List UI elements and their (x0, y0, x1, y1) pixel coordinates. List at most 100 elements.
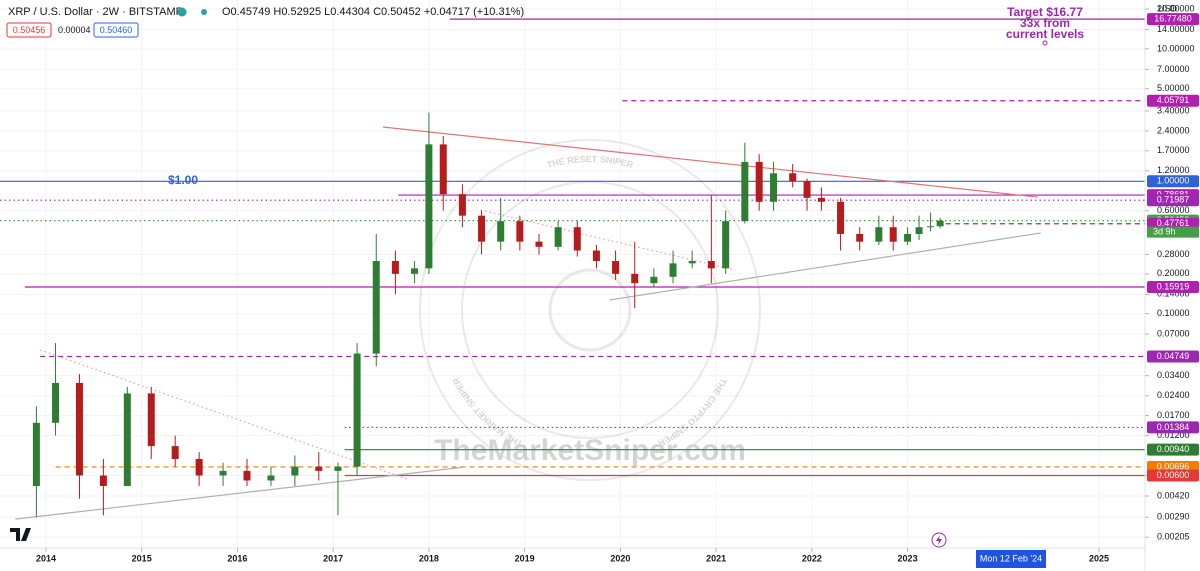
level-label: 4.05791 (1157, 95, 1190, 105)
candle-body (592, 250, 600, 262)
x-tick-label: 2019 (515, 553, 535, 563)
y-tick-label: 0.60000 (1157, 205, 1190, 215)
events-icon[interactable] (931, 532, 947, 548)
candle-body (722, 221, 730, 269)
candle-body (803, 181, 811, 198)
y-tick-label: 0.20000 (1157, 268, 1190, 278)
candle-body (770, 173, 778, 202)
candle-body (99, 475, 107, 486)
y-tick-label: 0.28000 (1157, 249, 1190, 259)
x-tick-label: 2025 (1089, 553, 1109, 563)
y-tick-label: 0.01700 (1157, 410, 1190, 420)
y-tick-label: 0.00205 (1157, 532, 1190, 542)
candle-body (171, 446, 179, 459)
candle-body (554, 227, 562, 247)
bid-box[interactable] (6, 22, 52, 38)
candle-body (315, 466, 323, 471)
level-label: 0.00696 (1157, 461, 1190, 471)
x-tick-label: 2014 (36, 553, 56, 563)
candle-body (927, 226, 935, 228)
trend-line (609, 232, 1041, 301)
target-text: 33x from (1020, 16, 1070, 30)
level-box (1147, 443, 1199, 456)
candle-body (837, 201, 845, 234)
level-box (1147, 94, 1199, 107)
candle-body (631, 273, 639, 284)
currency-label: USD (1158, 3, 1178, 13)
tv-logo (10, 528, 31, 541)
watermark-ring (548, 268, 632, 352)
trend-line (382, 126, 1038, 198)
grid (0, 0, 1145, 548)
candle-body (32, 422, 40, 486)
y-tick-label: 20.00000 (1157, 3, 1195, 13)
candle-body (411, 268, 419, 274)
level-box (1147, 421, 1199, 434)
target-text: Target $16.77 (1007, 5, 1083, 19)
y-tick-label: 3.40000 (1157, 105, 1190, 115)
level-label: 0.00940 (1157, 444, 1190, 454)
x-tick-label: 2018 (419, 553, 439, 563)
level-label: 0.04749 (1157, 351, 1190, 361)
ask-price[interactable]: 0.50460 (100, 25, 133, 35)
y-tick-label: 0.03400 (1157, 370, 1190, 380)
candle-body (688, 261, 696, 264)
y-tick-label: 0.14000 (1157, 289, 1190, 299)
y-tick-label: 0.00290 (1157, 512, 1190, 522)
level-label: 0.47761 (1157, 218, 1190, 228)
level-box (1147, 280, 1199, 293)
candle-body (243, 470, 251, 481)
watermark-ring (461, 181, 719, 439)
bid-price[interactable]: 0.50456 (13, 25, 46, 35)
candle-body (195, 458, 203, 476)
candle-body (75, 382, 83, 476)
level-box (1147, 350, 1199, 363)
x-tick-label: 2023 (898, 553, 918, 563)
level-label: 1.00000 (1157, 176, 1190, 186)
candle-body (936, 220, 944, 227)
target-annotation: Target $16.77 33x from current levels (1006, 5, 1084, 46)
status-icon (201, 9, 207, 15)
y-tick-label: 7.00000 (1157, 64, 1190, 74)
candle-body (497, 221, 505, 242)
target-marker (1042, 40, 1048, 46)
countdown-box (1147, 226, 1199, 238)
level-box (1147, 13, 1199, 26)
y-tick-label: 5.00000 (1157, 83, 1190, 93)
candle-body (52, 382, 60, 423)
candle-body (219, 470, 227, 476)
candle-body (267, 475, 275, 481)
y-tick-label: 1.20000 (1157, 165, 1190, 175)
candle-body (425, 144, 433, 269)
ask-box[interactable] (93, 22, 139, 38)
candle-body (755, 161, 763, 202)
candle-body (439, 144, 447, 195)
y-tick-label: 0.10000 (1157, 308, 1190, 318)
level-box (1147, 194, 1199, 207)
level-label: 0.71987 (1157, 195, 1190, 205)
watermark-site: TheMarketSniper.com (434, 434, 746, 467)
candle-body (789, 173, 797, 182)
level-label: 0.15919 (1157, 281, 1190, 291)
candle-body (123, 393, 131, 486)
dollar-annotation: $1.00 (168, 173, 198, 187)
trend-line (15, 466, 466, 520)
candle-body (458, 194, 466, 216)
y-tick-label: 0.01200 (1157, 430, 1190, 440)
watermark-ring (419, 139, 761, 481)
x-tick-label: 2022 (802, 553, 822, 563)
plot (0, 18, 1145, 520)
candle-body (741, 161, 749, 222)
logo-mark (10, 528, 31, 541)
ohlc-values: O0.45749 H0.52925 L0.44304 C0.50452 +0.0… (222, 6, 524, 18)
candle-body (147, 393, 155, 447)
header: XRP / U.S. Dollar · 2W · BITSTAMP O0.457… (6, 6, 524, 38)
candle-body (904, 233, 912, 242)
y-tick-label: 0.02400 (1157, 390, 1190, 400)
candle-body (334, 466, 342, 471)
candle-body (856, 233, 864, 242)
y-tick-label: 2.40000 (1157, 125, 1190, 135)
candle-body (291, 466, 299, 476)
crosshair-box (976, 550, 1046, 568)
